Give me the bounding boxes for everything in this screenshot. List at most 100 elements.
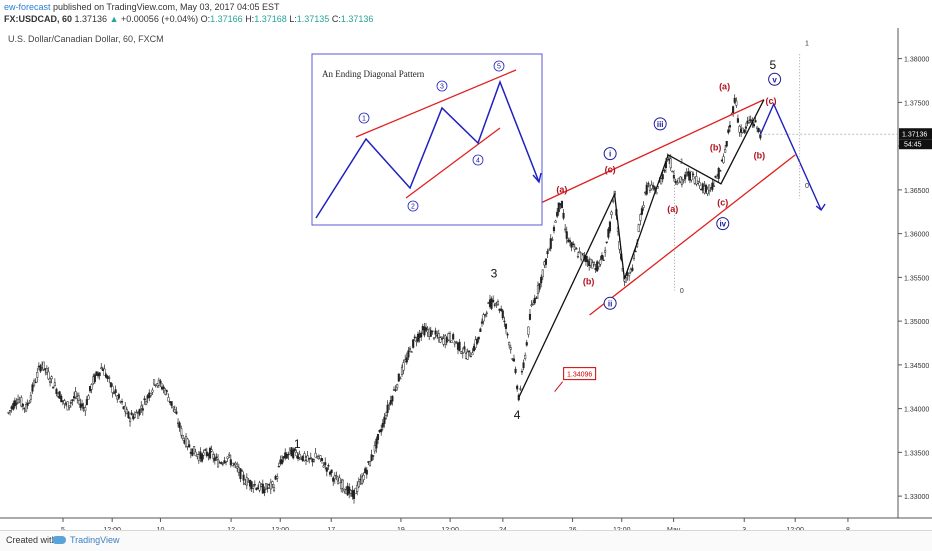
candle-body [733,97,736,103]
chart-header: ew-forecast published on TradingView.com… [0,0,932,28]
candle-body [322,465,325,468]
candle-body [151,389,154,393]
candle-body [53,382,56,387]
candle-body [77,395,80,401]
wave-label: 5 [769,58,776,72]
candle-body [328,471,332,475]
candle-body [748,120,751,123]
inset-wave-circle [407,200,419,212]
candle-body [221,463,224,465]
candle-body [402,362,405,371]
candle-body [605,241,608,243]
candle-body [468,350,471,353]
x-tick-label: 10 [157,527,165,530]
wave-label: (a) [719,81,730,91]
fib-level-label: 1 [680,159,684,166]
candle-body [141,408,144,411]
candle-body [557,202,560,213]
candle-body [640,208,643,215]
candle-body [506,333,509,336]
y-tick-label: 1.37500 [904,100,929,107]
candle-body [743,129,746,133]
candle-body [680,179,683,185]
wave-label: ii [608,299,612,308]
candle-body [50,376,53,380]
candle-body [503,320,506,323]
author-link[interactable]: ew-forecast [4,2,51,12]
candle-body [568,240,572,243]
candle-body [719,170,722,172]
candle-body [608,221,612,232]
candle-body [34,381,37,384]
candle-body [717,167,720,179]
candle-body [452,334,455,340]
candle-body [476,338,479,344]
candle-body [744,126,747,129]
wave-label: (b) [710,143,722,153]
candle-body [410,351,413,353]
candle-body [112,392,116,394]
candle-body [528,313,532,320]
candle-body [572,243,575,245]
countdown-tag [899,139,932,150]
candle-body [263,489,266,494]
tradingview-brand[interactable]: TradingView [70,535,120,545]
candle-body [240,470,244,472]
wave-label: 4 [514,408,521,422]
candle-body [69,402,72,404]
candle-body [136,412,140,419]
pattern-inset: An Ending Diagonal Pattern 1 2 3 4 5 [311,53,543,226]
candle-body [269,481,272,490]
candle-body [261,483,264,494]
candle-body [21,403,24,407]
candle-body [172,406,175,409]
candle-body [396,384,399,389]
candle-body [45,368,48,373]
candle-body [200,453,204,462]
candle-body [52,386,55,389]
candle-body [706,188,709,194]
candle-body [397,373,400,382]
candle-body [360,476,364,485]
candle-body [493,304,496,306]
candle-body [439,337,442,343]
candle-body [695,176,698,185]
candle-body [25,404,28,412]
candle-body [540,277,543,284]
candle-body [546,250,549,255]
candle-body [127,411,130,419]
x-tick-label: 12:00 [613,527,631,530]
low-value: 1.37135 [296,14,330,24]
candle-body [149,393,152,397]
fib-level-label: 0 [680,288,684,295]
price-callout-box [563,367,597,381]
candle-body [732,106,735,114]
candle-body [330,469,333,474]
price-chart[interactable]: U.S. Dollar/Canadian Dollar, 60, FXCM 1.3… [0,28,932,530]
candle-body [592,262,596,265]
candle-body [332,477,335,482]
wave-label: iv [719,220,726,229]
candle-body [295,452,298,457]
wave-label: (c) [766,96,777,106]
fib-level-label: 0 [805,183,809,190]
candle-body [98,372,101,377]
candle-body [90,384,93,390]
candle-body [87,395,90,400]
candle-body [327,465,330,467]
candle-body [381,422,384,428]
candle-body [562,212,565,219]
inset-wave-path [315,79,540,219]
candle-body [610,211,613,216]
candle-body [93,374,96,382]
candle-body [400,367,404,375]
candle-body [277,465,280,468]
candle-body [333,475,336,480]
candle-body [480,321,484,324]
wave-label-circle [603,147,617,161]
inset-wave-label: 1 [362,116,366,123]
y-tick-label: 1.36500 [904,188,929,195]
x-tick-label: 19 [397,527,405,530]
candle-body [482,314,485,322]
high-label: H: [245,14,255,24]
